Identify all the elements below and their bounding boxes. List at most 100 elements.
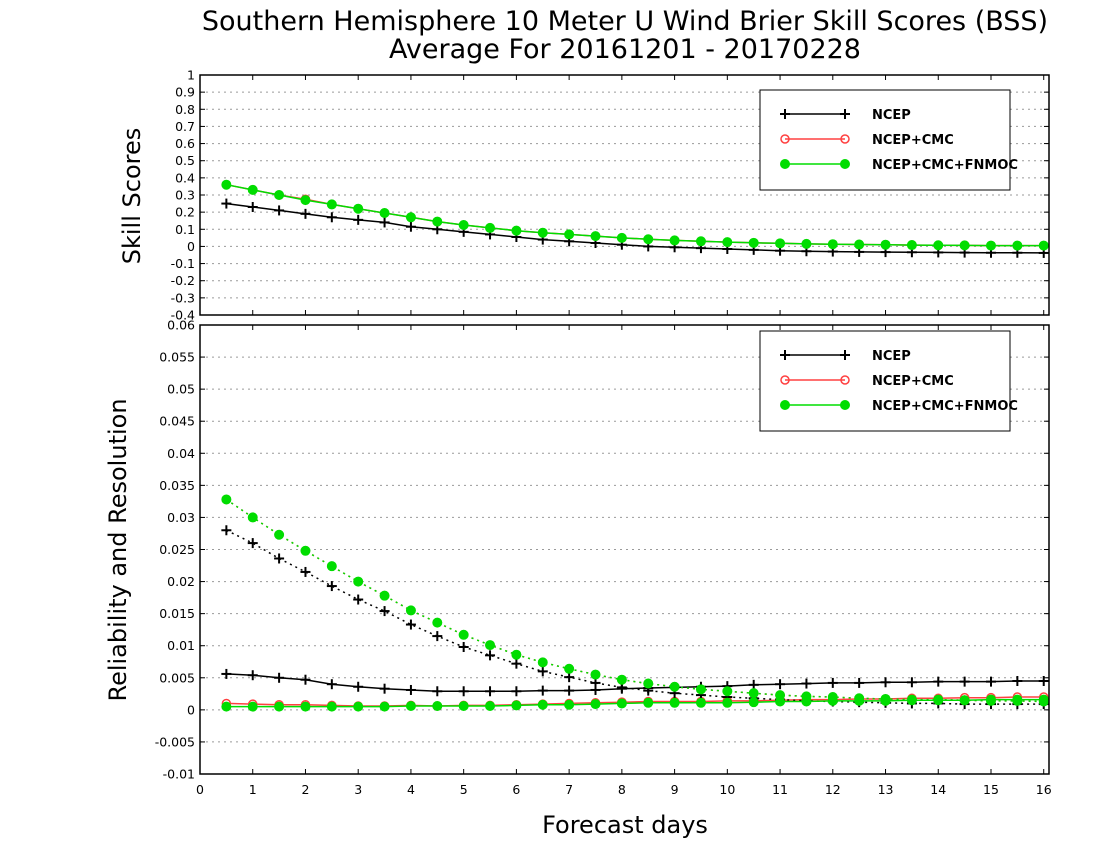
panel-1-series-ncep-cmc-fnmoc-dotted-point-11 bbox=[511, 649, 522, 660]
panel-1-series-ncep-solid-point-13 bbox=[564, 685, 575, 696]
panel-1-series-ncep-solid-point-30 bbox=[1012, 675, 1023, 686]
panel-1-series-ncep-cmc-fnmoc-dotted-point-1 bbox=[247, 512, 258, 523]
panel-1-series-ncep-cmc-fnmoc-solid-point-3 bbox=[300, 701, 311, 712]
panel-1-ytick-label-7: 0.025 bbox=[159, 542, 195, 557]
panel-1-series-ncep-solid-point-28 bbox=[959, 676, 970, 687]
panel-1-series-ncep-dotted-point-1 bbox=[247, 538, 258, 549]
panel-1-ytick-label-2: 0 bbox=[187, 702, 195, 717]
panel-0-series-ncep-cmc-fnmoc-solid-point-19 bbox=[722, 237, 733, 248]
panel-1-series-ncep-cmc-fnmoc-solid-point-20 bbox=[748, 697, 759, 708]
panel-0-series-ncep-cmc-fnmoc-solid-point-9 bbox=[458, 220, 469, 230]
panel-1-series-ncep-solid-point-8 bbox=[432, 686, 443, 697]
panel-0-ytick-label-10: 0.6 bbox=[175, 136, 195, 151]
panel-0-series-ncep-solid-point-3 bbox=[300, 208, 311, 219]
panel-0-series-ncep-cmc-fnmoc-solid-point-13 bbox=[564, 229, 575, 240]
panel-1-series-ncep-dotted-point-9 bbox=[458, 641, 469, 652]
panel-1-series-ncep-cmc-fnmoc-dotted-point-25 bbox=[880, 693, 891, 704]
panel-1-legend-entry-ncep-marker-end bbox=[840, 350, 850, 360]
panel-0-series-ncep-solid-point-0 bbox=[221, 198, 232, 209]
panel-0-series-ncep-solid-point-5 bbox=[353, 214, 364, 225]
panel-1-series-ncep-cmc-fnmoc-dotted-point-26 bbox=[906, 694, 917, 705]
chart-title-line1: Southern Hemisphere 10 Meter U Wind Brie… bbox=[202, 6, 1048, 37]
panel-1-series-ncep-solid-line bbox=[226, 673, 1044, 693]
panel-1-ytick-label-8: 0.03 bbox=[167, 510, 195, 525]
panel-1-series-ncep-cmc-fnmoc-dotted-point-5 bbox=[353, 576, 364, 587]
panel-1-series-ncep-dotted-point-10 bbox=[485, 650, 496, 661]
panel-0-series-ncep-cmc-fnmoc-solid-point-22 bbox=[801, 238, 812, 249]
panel-0-series-ncep-cmc-fnmoc-solid-point-16 bbox=[643, 234, 654, 245]
panel-0-legend-box bbox=[759, 89, 1011, 191]
panel-1-series-ncep-solid-point-6 bbox=[379, 683, 390, 694]
panel-1-series-ncep-cmc-fnmoc-dotted-point-28 bbox=[959, 695, 970, 706]
panel-1-series-ncep-cmc-fnmoc-solid-point-11 bbox=[511, 700, 522, 711]
panel-1-series-ncep-solid-point-9 bbox=[458, 686, 469, 697]
panel-0-series-ncep-cmc-fnmoc-solid-point-17 bbox=[669, 235, 680, 246]
panel-0-series-ncep-cmc-fnmoc-solid-point-27 bbox=[933, 240, 944, 251]
panel-1-series-ncep-solid-point-3 bbox=[300, 674, 311, 685]
panel-0-series-ncep-solid-point-4 bbox=[326, 212, 337, 223]
xtick-label-10: 10 bbox=[719, 782, 735, 797]
panel-0-plot-frame bbox=[199, 74, 1050, 316]
panel-0-series-ncep-cmc-fnmoc-solid-point-31 bbox=[1038, 240, 1049, 251]
panel-1-ytick-label-3: 0.005 bbox=[159, 670, 195, 685]
panel-1-series-ncep-cmc-fnmoc-dotted-point-30 bbox=[1012, 695, 1023, 706]
panel-1-series-ncep-cmc-fnmoc-dotted-point-10 bbox=[485, 640, 496, 651]
panel-1-series-ncep-cmc-fnmoc-dotted-point-27 bbox=[933, 694, 944, 705]
panel-1-ytick-label-13: 0.055 bbox=[159, 350, 195, 365]
panel-1-series-ncep-cmc-fnmoc-dotted-point-7 bbox=[405, 605, 416, 616]
panel-0-ytick-label-7: 0.3 bbox=[175, 188, 195, 203]
panel-1-legend-entry-ncep-cmc: NCEP+CMC bbox=[780, 374, 954, 389]
panel-0-ytick-label-0: -0.4 bbox=[171, 308, 195, 323]
panel-1-series-ncep-cmc-fnmoc-solid-point-12 bbox=[537, 699, 548, 710]
panel-0-series-ncep-cmc-fnmoc-solid-point-2 bbox=[274, 190, 285, 200]
panel-1-ytick-label-12: 0.05 bbox=[167, 382, 195, 397]
panel-1-series-ncep-cmc-dotted bbox=[221, 494, 1049, 707]
panel-1-series-ncep-cmc-fnmoc-dotted-point-31 bbox=[1038, 696, 1049, 707]
panel-1-series-ncep-solid-point-4 bbox=[326, 679, 337, 690]
panel-1-legend-entry-ncep-label: NCEP bbox=[872, 349, 911, 364]
panel-1-series-ncep-cmc-fnmoc-solid-point-13 bbox=[564, 699, 575, 710]
panel-0-series-ncep-cmc-fnmoc-solid bbox=[221, 179, 1049, 251]
panel-0-legend-entry-ncep-cmc-fnmoc-marker-end bbox=[840, 159, 850, 169]
panel-1-legend-entry-ncep: NCEP bbox=[780, 349, 911, 364]
panel-1-legend-entry-ncep-cmc-fnmoc: NCEP+CMC+FNMOC bbox=[780, 399, 1018, 414]
xtick-label-8: 8 bbox=[618, 782, 626, 797]
panel-1-series-ncep-cmc-fnmoc-solid-point-4 bbox=[326, 701, 337, 712]
xtick-label-3: 3 bbox=[354, 782, 362, 797]
xtick-label-12: 12 bbox=[825, 782, 841, 797]
panel-1-series-ncep-cmc-fnmoc-solid bbox=[221, 694, 1049, 712]
panel-1-series-ncep-cmc-fnmoc-dotted-point-16 bbox=[643, 678, 654, 689]
panel-1-series-ncep-solid-point-7 bbox=[405, 684, 416, 695]
panel-0-series-ncep-cmc-fnmoc-solid-point-15 bbox=[616, 232, 627, 243]
xtick-label-16: 16 bbox=[1036, 782, 1052, 797]
x-axis-label: Forecast days bbox=[542, 811, 708, 839]
panel-0-series-ncep-cmc-fnmoc-solid-point-10 bbox=[485, 222, 496, 233]
xtick-label-2: 2 bbox=[301, 782, 309, 797]
panel-0-series-ncep-cmc-fnmoc-solid-point-20 bbox=[748, 237, 759, 248]
panel-1-series-ncep-solid-point-20 bbox=[748, 679, 759, 690]
xtick-label-14: 14 bbox=[930, 782, 946, 797]
panel-1-ytick-label-4: 0.01 bbox=[167, 638, 195, 653]
panel-1-series-ncep-solid-point-25 bbox=[880, 677, 891, 688]
panel-0-series-ncep-cmc-fnmoc-solid-point-5 bbox=[353, 203, 364, 214]
panel-0-legend-entry-ncep-cmc-fnmoc-marker-start bbox=[780, 159, 790, 169]
bottom-panel-y-axis-label: Reliability and Resolution bbox=[104, 398, 132, 701]
panel-1-series-ncep-cmc-fnmoc-solid-point-0 bbox=[221, 701, 232, 712]
panel-1-series-ncep-cmc-fnmoc-dotted-point-29 bbox=[985, 695, 996, 706]
panel-1-series-ncep-solid-point-23 bbox=[827, 677, 838, 688]
panel-0-series-ncep-cmc-fnmoc-solid-point-4 bbox=[326, 199, 337, 210]
panel-0-ytick-label-6: 0.2 bbox=[175, 205, 195, 220]
panel-1-series-ncep-cmc-fnmoc-dotted-point-8 bbox=[432, 617, 443, 628]
panel-1-series-ncep-dotted-point-11 bbox=[511, 658, 522, 669]
panel-0-series-ncep-cmc-fnmoc-solid-point-6 bbox=[379, 208, 390, 218]
panel-1-series-ncep-cmc-fnmoc-dotted-point-6 bbox=[379, 590, 390, 601]
panel-1-series-ncep-cmc-fnmoc-dotted-point-20 bbox=[748, 688, 759, 699]
xtick-label-13: 13 bbox=[878, 782, 894, 797]
panel-1-ytick-label-14: 0.06 bbox=[167, 318, 195, 333]
panel-0-series-ncep-cmc-fnmoc-solid-point-30 bbox=[1012, 240, 1023, 251]
panel-0-series-ncep-solid-point-1 bbox=[247, 202, 258, 212]
panel-0-ytick-label-12: 0.8 bbox=[175, 102, 195, 117]
panel-1-legend-entry-ncep-cmc-label: NCEP+CMC bbox=[872, 374, 954, 389]
